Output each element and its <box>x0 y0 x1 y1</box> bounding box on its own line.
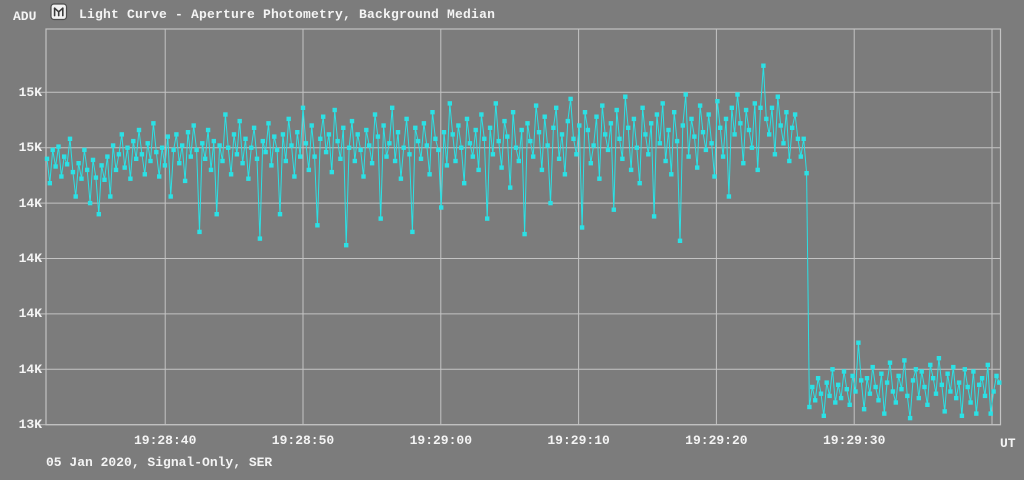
x-tick-label: 19:29:00 <box>409 433 473 448</box>
x-tick-label: 19:29:10 <box>547 433 610 448</box>
x-tick-label: 19:28:40 <box>133 433 197 448</box>
y-tick-label: 14K <box>18 195 42 211</box>
footer-caption: 05 Jan 2020, Signal-Only, SER <box>46 455 273 470</box>
y-tick-label: 13K <box>18 417 42 433</box>
y-tick-label: 14K <box>18 306 42 322</box>
y-tick-label: 15K <box>18 84 42 100</box>
x-tick-label: 19:28:50 <box>271 433 335 448</box>
x-tick-label: 19:29:30 <box>822 433 886 448</box>
y-axis-unit-label: ADU <box>13 9 37 24</box>
y-tick-label: 14K <box>18 361 42 377</box>
y-tick-label: 15K <box>18 140 42 156</box>
y-tick-label: 14K <box>18 251 42 266</box>
x-tick-label: 19:29:20 <box>685 433 748 448</box>
plot-border <box>45 28 1002 426</box>
series-line <box>46 65 1000 419</box>
chart-title: Light Curve - Aperture Photometry, Backg… <box>79 7 496 22</box>
x-axis-unit-label: UT <box>1000 436 1016 451</box>
light-curve-icon <box>50 3 68 21</box>
series-markers <box>44 63 1002 421</box>
